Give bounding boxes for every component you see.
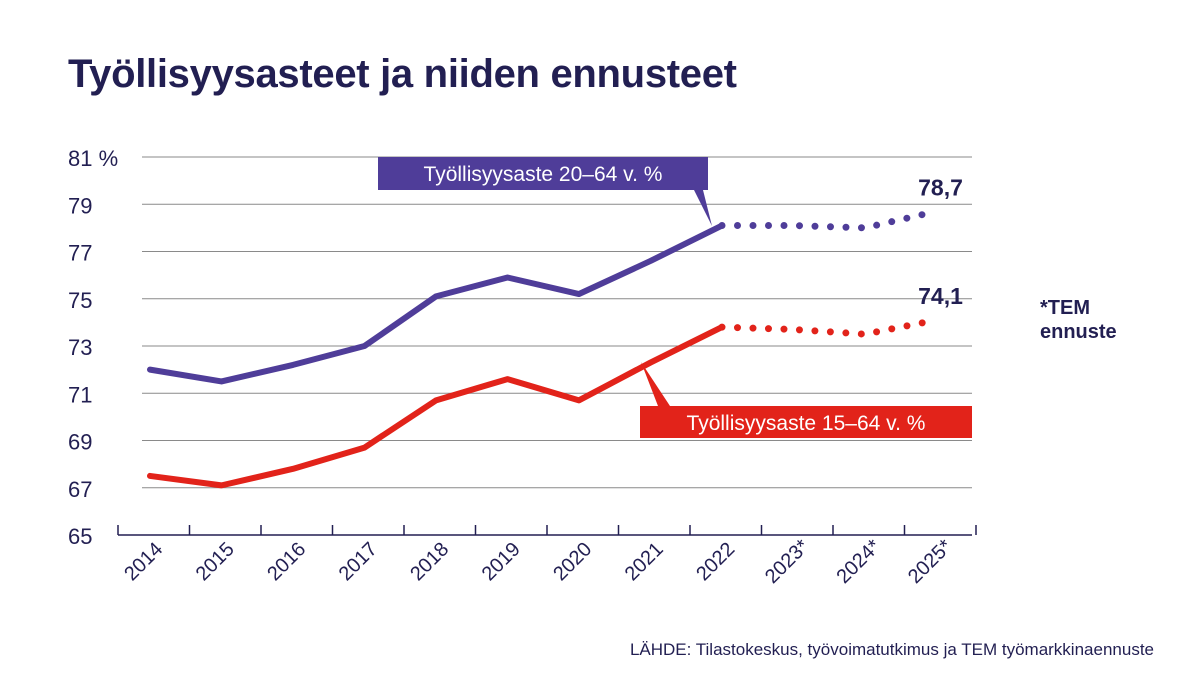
x-tick-label: 2022 bbox=[692, 538, 739, 585]
y-tick-label: 67 bbox=[68, 477, 92, 502]
y-tick-label: 71 bbox=[68, 382, 92, 407]
series-lines bbox=[147, 207, 940, 489]
x-tick-label: 2017 bbox=[335, 538, 382, 585]
y-tick-label: 73 bbox=[68, 335, 92, 360]
chart-title: Työllisyysasteet ja niiden ennusteet bbox=[68, 52, 737, 96]
y-tick-label: 75 bbox=[68, 288, 92, 313]
forecast-note: *TEM ennuste bbox=[1040, 296, 1117, 344]
x-tick-label: 2015 bbox=[192, 538, 239, 585]
x-tick-label: 2025* bbox=[904, 535, 957, 588]
series-15-64-callout bbox=[640, 362, 972, 438]
series-20-64-label: Työllisyysaste 20–64 v. % bbox=[424, 163, 663, 186]
x-tick-label: 2014 bbox=[120, 538, 167, 585]
y-tick-label: 79 bbox=[68, 193, 92, 218]
x-tick-label: 2016 bbox=[263, 538, 310, 585]
x-tick-label: 2018 bbox=[406, 538, 453, 585]
y-tick-label: 65 bbox=[68, 524, 92, 549]
x-tick-label: 2020 bbox=[549, 538, 596, 585]
y-tick-label: 81 % bbox=[68, 146, 118, 171]
series-20-64-line bbox=[147, 222, 725, 385]
series-20-64-callout bbox=[378, 157, 712, 226]
x-tick-label: 2019 bbox=[478, 538, 525, 585]
y-tick-label: 69 bbox=[68, 430, 92, 455]
series-20-64-forecast bbox=[718, 207, 940, 232]
series-15-64-label: Työllisyysaste 15–64 v. % bbox=[687, 412, 926, 435]
x-tick-label: 2023* bbox=[761, 535, 814, 588]
forecast-note-line-2: ennuste bbox=[1040, 321, 1117, 343]
forecast-note-line-1: *TEM bbox=[1040, 297, 1090, 319]
y-tick-label: 77 bbox=[68, 241, 92, 266]
axes: 65 67 69 71 73 75 77 79 81 % 2014 2015 2016 2017 2018… bbox=[68, 146, 977, 588]
series-15-64-line bbox=[147, 324, 725, 489]
source-note: LÄHDE: Tilastokeskus, työvoimatutkimus j… bbox=[629, 640, 1154, 659]
end-value-label: 78,7 bbox=[918, 174, 963, 200]
x-tick-label: 2024* bbox=[832, 535, 885, 588]
series-15-64-forecast bbox=[718, 316, 940, 338]
gridlines bbox=[142, 156, 972, 489]
end-value-label: 74,1 bbox=[918, 283, 963, 309]
x-tick-label: 2021 bbox=[621, 538, 668, 585]
chart-labels: 78,7 74,1 Työllisyysaste 20–64 v. % Työllis… bbox=[378, 157, 972, 438]
